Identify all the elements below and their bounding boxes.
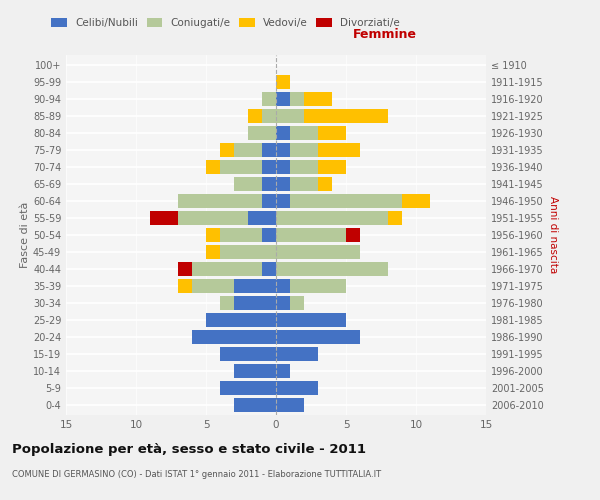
Bar — [276, 76, 290, 89]
Bar — [206, 228, 220, 242]
Bar — [206, 160, 220, 174]
Bar — [262, 92, 276, 106]
Bar — [178, 279, 192, 292]
Bar — [220, 228, 262, 242]
Bar — [276, 228, 346, 242]
Bar — [290, 296, 304, 310]
Bar — [276, 211, 388, 225]
Bar — [234, 296, 276, 310]
Bar — [234, 364, 276, 378]
Bar — [290, 178, 318, 191]
Bar — [290, 144, 318, 157]
Bar — [276, 144, 290, 157]
Bar — [220, 144, 234, 157]
Bar — [192, 262, 262, 276]
Bar — [318, 144, 360, 157]
Bar — [262, 160, 276, 174]
Bar — [178, 262, 192, 276]
Y-axis label: Anni di nascita: Anni di nascita — [548, 196, 557, 274]
Bar — [192, 330, 276, 344]
Legend: Celibi/Nubili, Coniugati/e, Vedovi/e, Divorziati/e: Celibi/Nubili, Coniugati/e, Vedovi/e, Di… — [47, 14, 404, 32]
Bar — [402, 194, 430, 208]
Bar — [276, 245, 360, 259]
Bar — [276, 381, 318, 394]
Bar — [220, 347, 276, 360]
Bar — [262, 144, 276, 157]
Bar — [220, 245, 276, 259]
Bar — [290, 160, 318, 174]
Bar — [318, 178, 332, 191]
Bar — [262, 194, 276, 208]
Bar — [192, 279, 234, 292]
Bar — [276, 296, 290, 310]
Bar — [262, 110, 276, 123]
Bar — [220, 381, 276, 394]
Bar — [276, 347, 318, 360]
Bar — [276, 262, 388, 276]
Bar — [290, 126, 318, 140]
Bar — [304, 110, 388, 123]
Bar — [318, 160, 346, 174]
Bar — [220, 160, 262, 174]
Bar — [276, 330, 360, 344]
Bar — [206, 245, 220, 259]
Text: COMUNE DI GERMASINO (CO) - Dati ISTAT 1° gennaio 2011 - Elaborazione TUTTITALIA.: COMUNE DI GERMASINO (CO) - Dati ISTAT 1°… — [12, 470, 381, 479]
Bar — [220, 296, 234, 310]
Bar — [178, 211, 248, 225]
Bar — [276, 110, 304, 123]
Bar — [178, 194, 262, 208]
Bar — [248, 126, 276, 140]
Bar — [276, 160, 290, 174]
Bar — [262, 178, 276, 191]
Text: Popolazione per età, sesso e stato civile - 2011: Popolazione per età, sesso e stato civil… — [12, 442, 366, 456]
Bar — [276, 398, 304, 411]
Bar — [276, 313, 346, 326]
Bar — [248, 110, 262, 123]
Bar — [290, 279, 346, 292]
Bar — [290, 194, 402, 208]
Bar — [388, 211, 402, 225]
Bar — [276, 92, 290, 106]
Bar — [206, 313, 276, 326]
Text: Femmine: Femmine — [353, 28, 417, 40]
Bar — [234, 178, 262, 191]
Bar — [262, 262, 276, 276]
Bar — [262, 228, 276, 242]
Bar — [248, 211, 276, 225]
Bar — [346, 228, 360, 242]
Bar — [276, 279, 290, 292]
Bar — [276, 126, 290, 140]
Bar — [150, 211, 178, 225]
Y-axis label: Fasce di età: Fasce di età — [20, 202, 30, 268]
Bar — [234, 144, 262, 157]
Bar — [276, 178, 290, 191]
Bar — [318, 126, 346, 140]
Bar — [234, 279, 276, 292]
Bar — [304, 92, 332, 106]
Bar — [234, 398, 276, 411]
Bar — [290, 92, 304, 106]
Bar — [276, 194, 290, 208]
Bar — [276, 364, 290, 378]
